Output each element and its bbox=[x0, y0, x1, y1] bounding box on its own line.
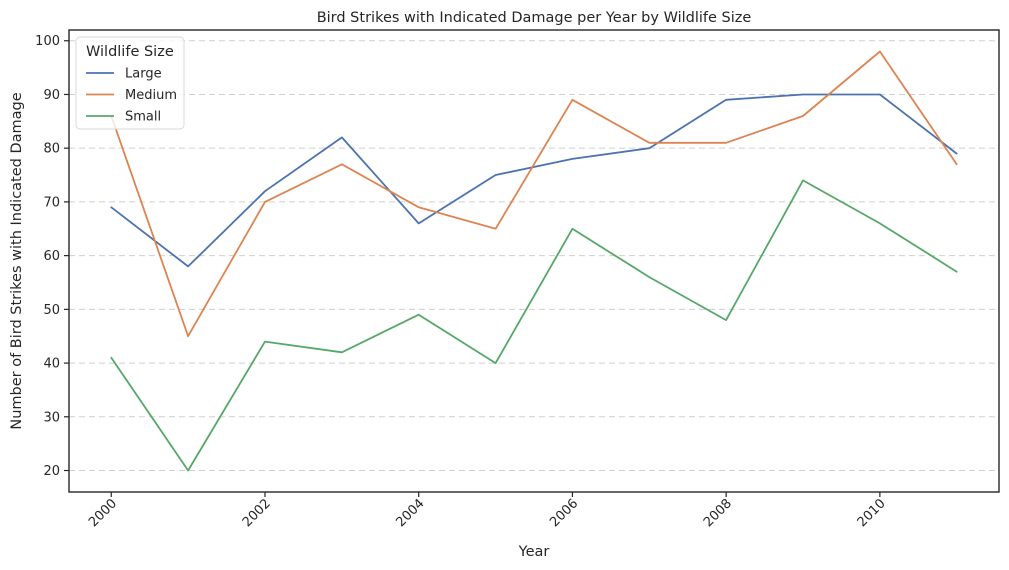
legend-title: Wildlife Size bbox=[86, 44, 174, 60]
chart-title: Bird Strikes with Indicated Damage per Y… bbox=[317, 10, 752, 26]
grid-lines bbox=[69, 40, 999, 472]
x-tick-label: 2006 bbox=[547, 496, 581, 530]
series-line-medium bbox=[110, 50, 958, 338]
y-tick-label: 80 bbox=[43, 142, 60, 157]
x-axis-label: Year bbox=[518, 544, 550, 560]
y-tick-label: 30 bbox=[43, 410, 60, 425]
legend-label-medium: Medium bbox=[125, 88, 177, 103]
y-tick-label: 90 bbox=[43, 88, 60, 103]
y-tick-label: 50 bbox=[43, 303, 60, 318]
x-tick-label: 2002 bbox=[240, 496, 274, 530]
y-axis: 20 30 40 50 60 70 80 90 100 bbox=[35, 34, 69, 479]
series-line-small bbox=[110, 179, 958, 472]
y-tick-label: 40 bbox=[43, 357, 60, 372]
legend: Wildlife Size Large Medium Small bbox=[75, 36, 185, 130]
series-line-large bbox=[110, 93, 958, 268]
x-tick-label: 2010 bbox=[855, 496, 889, 530]
x-tick-label: 2000 bbox=[86, 496, 120, 530]
y-tick-label: 70 bbox=[43, 195, 60, 210]
plot-frame bbox=[68, 29, 1000, 493]
y-axis-label: Number of Bird Strikes with Indicated Da… bbox=[9, 92, 25, 429]
legend-items: Large Medium Small bbox=[86, 67, 177, 125]
legend-label-large: Large bbox=[125, 67, 162, 82]
x-tick-label: 2004 bbox=[394, 496, 428, 530]
legend-label-small: Small bbox=[125, 110, 161, 125]
x-tick-label: 2008 bbox=[701, 496, 735, 530]
legend-box bbox=[75, 36, 185, 130]
y-tick-label: 20 bbox=[43, 464, 60, 479]
series-lines bbox=[110, 50, 958, 472]
y-tick-label: 100 bbox=[35, 34, 60, 49]
x-axis: 2000 2002 2004 2006 2008 2010 bbox=[86, 492, 889, 530]
y-tick-label: 60 bbox=[43, 249, 60, 264]
